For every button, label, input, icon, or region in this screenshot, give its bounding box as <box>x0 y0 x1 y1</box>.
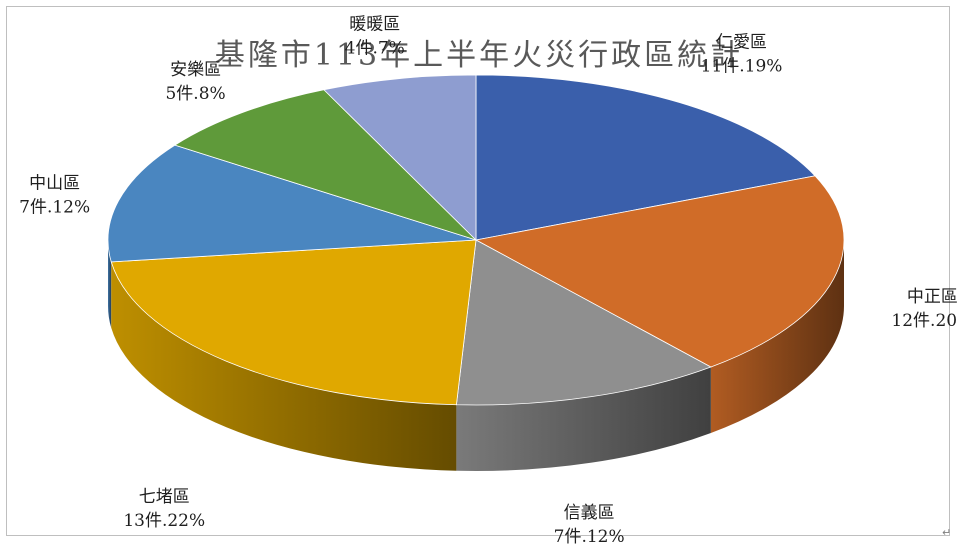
slice-label-value: 13件.22% <box>123 511 205 531</box>
slice-暖暖區 <box>323 74 477 241</box>
slice-label-name: 中正區 <box>907 287 958 307</box>
slice-中正區 <box>474 175 845 368</box>
slice-label-name: 暖暖區 <box>349 14 400 34</box>
slice-安樂區 <box>173 89 477 241</box>
slice-side-七堵區 <box>111 261 457 471</box>
slice-side-中正區 <box>710 240 844 434</box>
slice-label-name: 仁愛區 <box>716 33 767 53</box>
chart-title: 基隆市113年上半年火災行政區統計 <box>214 38 744 73</box>
slice-side-中山區 <box>108 240 112 328</box>
slice-label-name: 中山區 <box>29 174 80 194</box>
slice-中山區 <box>107 144 477 263</box>
slice-label-value: 12件.20% <box>891 311 958 331</box>
slice-仁愛區 <box>475 74 816 241</box>
slice-label-value: 11件.19% <box>701 57 783 77</box>
slice-label-value: 7件.12% <box>554 527 625 546</box>
slice-label-name: 信義區 <box>564 503 615 523</box>
slice-七堵區 <box>110 239 477 406</box>
slice-label-value: 7件.12% <box>19 198 90 218</box>
paragraph-mark: ↵ <box>942 526 952 539</box>
slice-label-value: 5件.8% <box>165 84 225 104</box>
slice-信義區 <box>455 239 712 406</box>
slice-label-value: 4件.7% <box>345 38 405 58</box>
slice-side-信義區 <box>456 367 711 471</box>
slice-label-name: 安樂區 <box>170 60 221 80</box>
slice-label-name: 七堵區 <box>139 487 190 507</box>
